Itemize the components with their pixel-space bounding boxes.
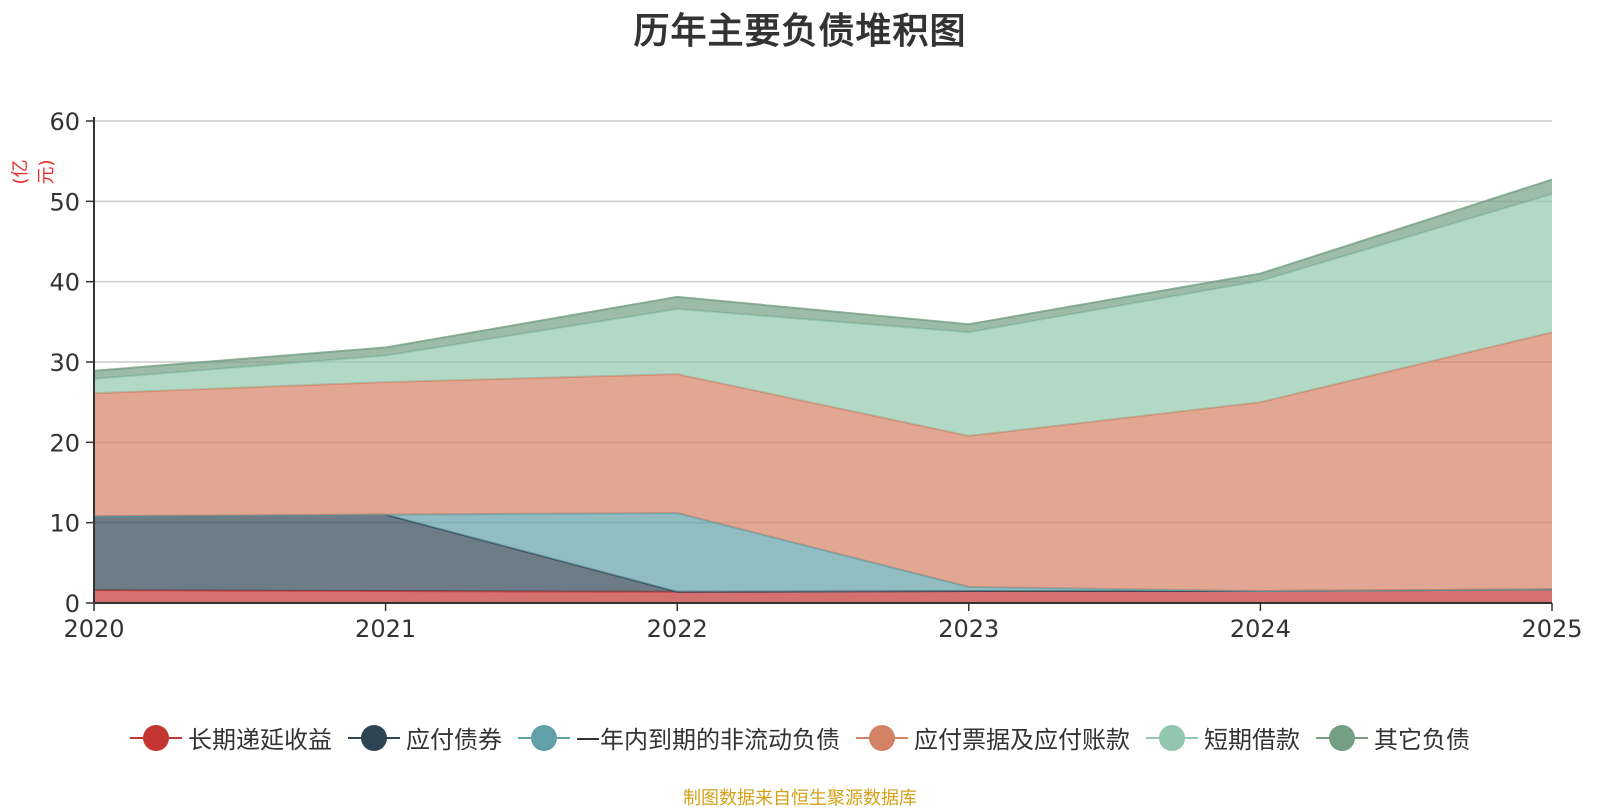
legend-marker-icon [348,724,400,751]
legend-label: 一年内到期的非流动负债 [576,726,840,754]
stacked-areas [93,178,1553,603]
area-series[interactable] [94,332,1552,591]
legend-item[interactable]: 应付票据及应付账款 [856,720,1130,755]
legend-item[interactable]: 一年内到期的非流动负债 [518,720,840,755]
source-note: 制图数据来自恒生聚源数据库 [683,788,917,809]
legend-label: 应付债券 [406,726,502,754]
area-series[interactable] [94,513,1552,592]
legend-label: 应付票据及应付账款 [914,726,1130,754]
legend-item[interactable]: 长期递延收益 [130,720,332,755]
area-series[interactable] [94,589,1552,603]
legend-marker-icon [518,724,570,751]
chart-plot: 0 10 20 30 40 50 60 2020 2021 2022 2023 2024 2025 [49,108,1582,643]
y-tick-label: 60 [49,108,80,136]
y-tick-label: 0 [65,590,80,618]
axes: 0 10 20 30 40 50 60 2020 2021 2022 2023 2024 2025 [49,108,1582,643]
x-tick-label: 2021 [355,615,416,643]
area-series[interactable] [94,514,1552,592]
legend-label: 短期借款 [1204,726,1300,754]
y-tick-label: 40 [49,269,80,297]
x-tick-label: 2024 [1230,615,1291,643]
x-tick-label: 2023 [938,615,999,643]
x-tick-label: 2025 [1521,615,1582,643]
legend-label: 其它负债 [1374,726,1470,754]
legend-item[interactable]: 其它负债 [1316,720,1470,755]
area-series[interactable] [94,179,1552,379]
area-series[interactable] [94,194,1552,436]
y-tick-label: 10 [49,510,80,538]
legend-marker-icon [1316,724,1368,751]
legend-marker-icon [130,724,182,751]
y-tick-label: 50 [49,188,80,216]
legend: 长期递延收益 应付债券 一年内到期的非流动负债 应付票据及应付账款 短期借款 其它负债 [0,720,1600,755]
y-tick-label: 30 [49,349,80,377]
x-tick-label: 2020 [63,615,124,643]
legend-item[interactable]: 应付债券 [348,720,502,755]
legend-marker-icon [1146,724,1198,751]
y-tick-label: 20 [49,429,80,457]
legend-item[interactable]: 短期借款 [1146,720,1300,755]
legend-marker-icon [856,724,908,751]
x-tick-label: 2022 [647,615,708,643]
area-series-line [93,178,1553,372]
legend-label: 长期递延收益 [188,726,332,754]
chart-title: 历年主要负债堆积图 [633,11,967,52]
